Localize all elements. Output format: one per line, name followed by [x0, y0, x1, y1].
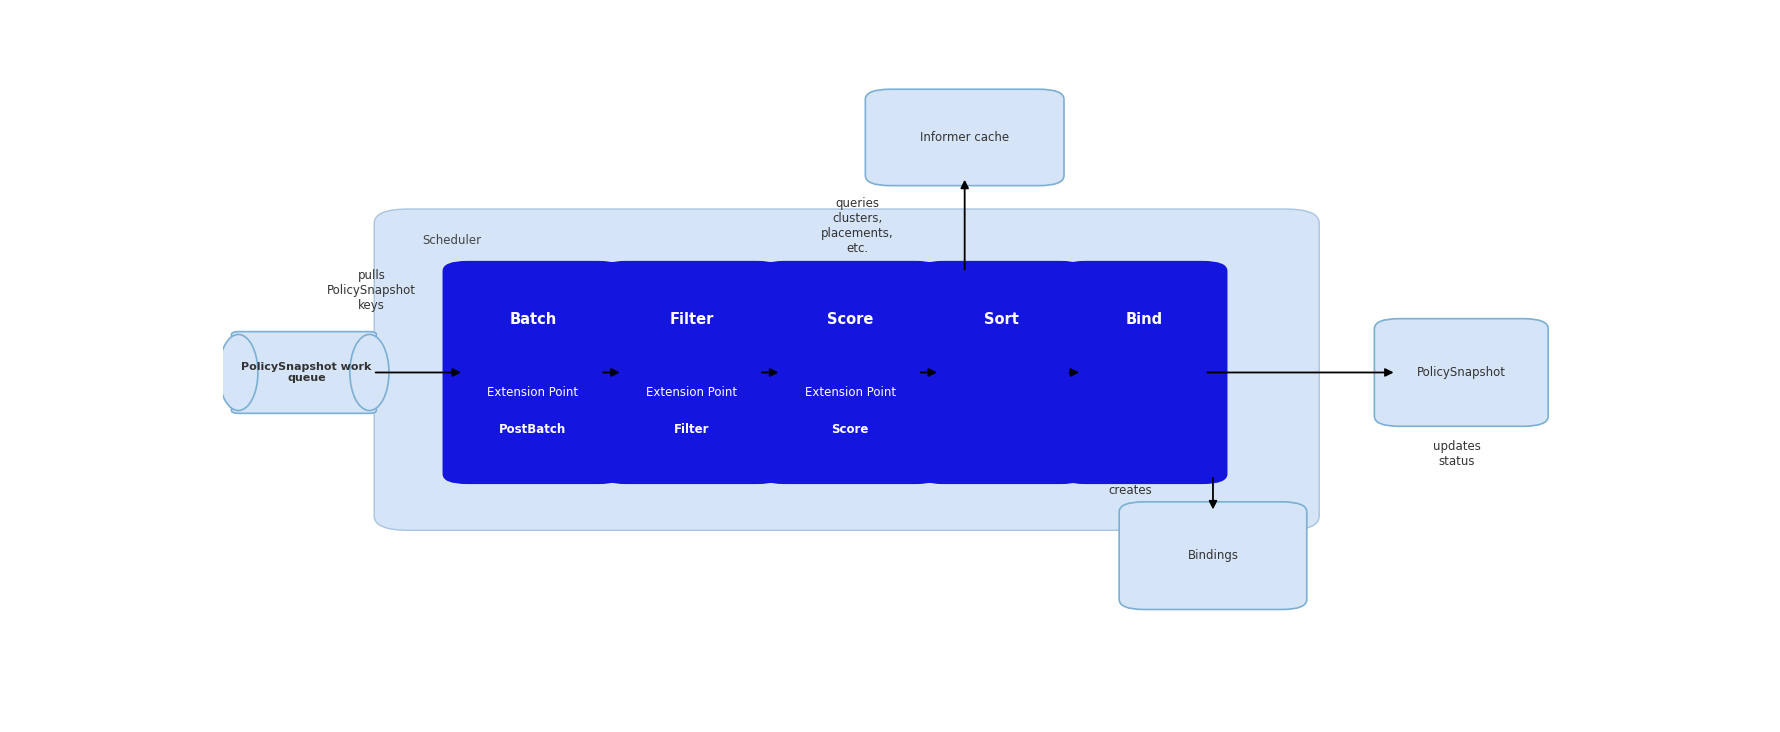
Text: PostBatch: PostBatch — [498, 423, 566, 436]
Text: Bind: Bind — [1125, 313, 1162, 327]
FancyBboxPatch shape — [231, 332, 376, 414]
FancyBboxPatch shape — [865, 89, 1064, 186]
FancyBboxPatch shape — [374, 209, 1319, 530]
Text: updates
status: updates status — [1433, 440, 1481, 468]
Text: Score: Score — [831, 423, 869, 436]
Ellipse shape — [219, 335, 258, 411]
Text: Sort: Sort — [984, 313, 1020, 327]
FancyBboxPatch shape — [1061, 261, 1228, 484]
FancyBboxPatch shape — [1374, 318, 1549, 426]
Ellipse shape — [351, 335, 390, 411]
Text: PolicySnapshot: PolicySnapshot — [1417, 366, 1506, 379]
Text: Scheduler: Scheduler — [422, 234, 482, 247]
Text: Batch: Batch — [509, 313, 557, 327]
FancyBboxPatch shape — [918, 261, 1086, 484]
Text: Extension Point: Extension Point — [488, 386, 578, 399]
Text: PolicySnapshot work
queue: PolicySnapshot work queue — [242, 362, 372, 384]
Text: Extension Point: Extension Point — [805, 386, 895, 399]
Text: Filter: Filter — [675, 423, 708, 436]
Text: creates: creates — [1109, 485, 1152, 497]
Text: Score: Score — [828, 313, 874, 327]
FancyBboxPatch shape — [1120, 502, 1307, 610]
FancyBboxPatch shape — [443, 261, 623, 484]
Text: Informer cache: Informer cache — [920, 131, 1009, 144]
Text: Extension Point: Extension Point — [646, 386, 737, 399]
Text: Filter: Filter — [669, 313, 714, 327]
Text: Bindings: Bindings — [1187, 549, 1239, 562]
FancyBboxPatch shape — [602, 261, 781, 484]
Text: queries
clusters,
placements,
etc.: queries clusters, placements, etc. — [821, 197, 894, 255]
FancyBboxPatch shape — [760, 261, 940, 484]
Text: pulls
PolicySnapshot
keys: pulls PolicySnapshot keys — [328, 269, 417, 313]
